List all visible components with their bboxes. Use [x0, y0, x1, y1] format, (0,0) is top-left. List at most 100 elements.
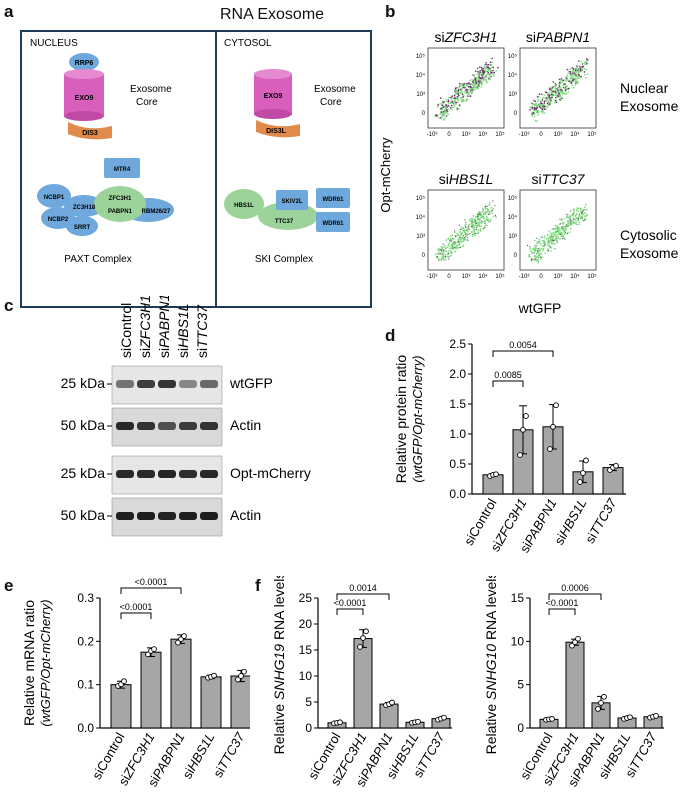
- chart-ylabel-2: (wtGFP/Opt-mCherry): [38, 599, 53, 726]
- svg-text:ZC3H18: ZC3H18: [73, 205, 96, 211]
- significance-bracket: [492, 380, 524, 387]
- flow-xtick: 10⁵: [587, 131, 597, 138]
- blot-band: [116, 422, 134, 430]
- data-point: [601, 693, 607, 700]
- blot-band: [200, 380, 218, 388]
- blot-wtgfp: 25 kDa wtGFP: [61, 365, 273, 405]
- data-point: [145, 651, 151, 658]
- svg-text:PABPN1: PABPN1: [108, 209, 133, 215]
- srrt-protein: [66, 216, 98, 236]
- cyt-exo9-label: EXO9: [264, 93, 283, 100]
- blot-actin: 50 kDa Actin: [61, 497, 261, 537]
- flow-xtick: 0: [447, 132, 451, 138]
- svg-text:ZFC3H1: ZFC3H1: [109, 196, 132, 202]
- flow-ylabel: Opt-mCherry: [378, 137, 393, 213]
- mtr4-protein: [104, 158, 140, 178]
- svg-text:SKIV2L: SKIV2L: [281, 199, 302, 205]
- blot-band: [137, 512, 155, 520]
- significance-bracket: [336, 608, 364, 615]
- data-point: [523, 413, 529, 419]
- flow-ytick: 10⁵: [416, 53, 426, 60]
- data-point: [363, 628, 369, 635]
- data-point: [441, 714, 447, 721]
- data-point: [653, 713, 659, 719]
- blot-actin: 50 kDa Actin: [61, 407, 261, 447]
- nucleus-exosome-core: RRP6 EXO9 DIS3 Exosome Core: [64, 53, 172, 140]
- flow-plot-title: siZFC3H1: [434, 29, 497, 45]
- y-tick-label: 25: [299, 591, 313, 605]
- flow-ytick: 10⁵: [508, 53, 518, 60]
- flow-ytick: 10⁴: [416, 214, 426, 221]
- data-point: [337, 719, 343, 726]
- blot-name-label: wtGFP: [229, 375, 273, 391]
- flow-xtick: 10⁴: [478, 273, 488, 280]
- blot-band: [116, 380, 134, 388]
- y-tick-label: 10: [299, 669, 313, 683]
- y-tick-label: 5: [305, 695, 312, 709]
- svg-text:RBM26/27: RBM26/27: [142, 209, 171, 215]
- y-tick-label: 2.0: [449, 367, 466, 381]
- significance-bracket: [492, 350, 554, 357]
- blot-band: [179, 422, 197, 430]
- dis3l-label: DIS3L: [266, 128, 287, 135]
- p-value-label: <0.0001: [546, 598, 579, 608]
- flow-events: [526, 203, 589, 264]
- ncbp2-protein: [41, 207, 75, 229]
- p-value-label: 0.0085: [494, 370, 522, 380]
- blot-band: [158, 512, 176, 520]
- blot-name-label: Actin: [230, 417, 261, 433]
- flow-plot-zfc3h1: siZFC3H1 10⁵ 10⁴ 10³ 0 -10³ 0 10³ 10⁴ 10⁵: [416, 29, 505, 138]
- exosome-diagram: NUCLEUS RRP6 EXO9 DIS3 Exosome Core NCBP…: [20, 30, 372, 308]
- blot-lane-label: siPABPN1: [156, 296, 172, 358]
- rrp6-label: RRP6: [75, 60, 94, 67]
- significance-bracket: [336, 593, 390, 600]
- chart-protein-ratio: Relative protein ratio (wtGFP/Opt-mCherry…: [393, 337, 626, 555]
- blot-name-label: Opt-mCherry: [230, 465, 311, 481]
- svg-text:MTR4: MTR4: [114, 167, 131, 173]
- data-point: [520, 426, 526, 433]
- flow-xtick: -10³: [427, 132, 438, 138]
- flow-plot-title: siTTC37: [532, 171, 586, 187]
- svg-text:SRRT: SRRT: [74, 225, 91, 231]
- significance-bracket: [120, 587, 182, 594]
- chart-mrna-ratio: Relative mRNA ratio (wtGFP/Opt-mCherry) 0.…: [21, 577, 250, 789]
- chart-ylabel: Relative SNHG19 RNA levels: [271, 576, 287, 754]
- exo9-label: EXO9: [75, 95, 94, 102]
- flow-xtick: 0: [447, 274, 451, 280]
- flow-xtick: 0: [539, 274, 543, 280]
- chart-snhg10: Relative SNHG10 RNA levels051015siContro…: [483, 576, 664, 789]
- flow-xtick: -10³: [427, 274, 438, 280]
- skiv2l-protein: [276, 190, 308, 210]
- data-point: [357, 644, 363, 650]
- flow-ytick: 10³: [416, 234, 425, 240]
- nuclear-exosome-label: Nuclear: [620, 80, 669, 96]
- cytosol-exosome-core: EXO9 DIS3L Exosome Core: [254, 69, 356, 138]
- nucleus-heading: NUCLEUS: [30, 38, 78, 49]
- flow-ytick: 0: [422, 111, 426, 117]
- blot-mw-label: 25 kDa: [61, 375, 106, 391]
- y-tick-label: 15: [299, 643, 313, 657]
- data-point: [493, 471, 499, 478]
- nucleus-core-label-2: Core: [136, 97, 158, 108]
- p-value-label: 0.0014: [349, 583, 377, 593]
- bar: [379, 703, 399, 729]
- p-value-label: <0.0001: [120, 602, 153, 612]
- data-point: [517, 452, 523, 458]
- flow-ytick: 10³: [508, 234, 517, 240]
- blot-mw-label: 50 kDa: [61, 417, 106, 433]
- data-point: [595, 706, 601, 712]
- chart-ylabel: Relative SNHG10 RNA levels: [483, 576, 499, 754]
- panel-label-b: b: [385, 2, 396, 21]
- p-value-label: 0.0054: [509, 340, 537, 350]
- cytosol-heading: CYTOSOL: [224, 38, 272, 49]
- bar: [200, 676, 222, 729]
- blot-band: [158, 380, 176, 388]
- flow-xtick: 10⁴: [478, 131, 488, 138]
- data-point: [575, 635, 581, 642]
- bar: [140, 651, 162, 729]
- flow-ytick: 10⁴: [508, 72, 518, 79]
- zfc3h1-protein: [94, 186, 146, 222]
- flow-plot-pabpn1: siPABPN1 10⁵ 10⁴ 10³ 0 -10³ 0 10³ 10⁴ 10⁵: [508, 29, 597, 138]
- blot-band: [137, 470, 155, 478]
- significance-bracket: [548, 608, 576, 615]
